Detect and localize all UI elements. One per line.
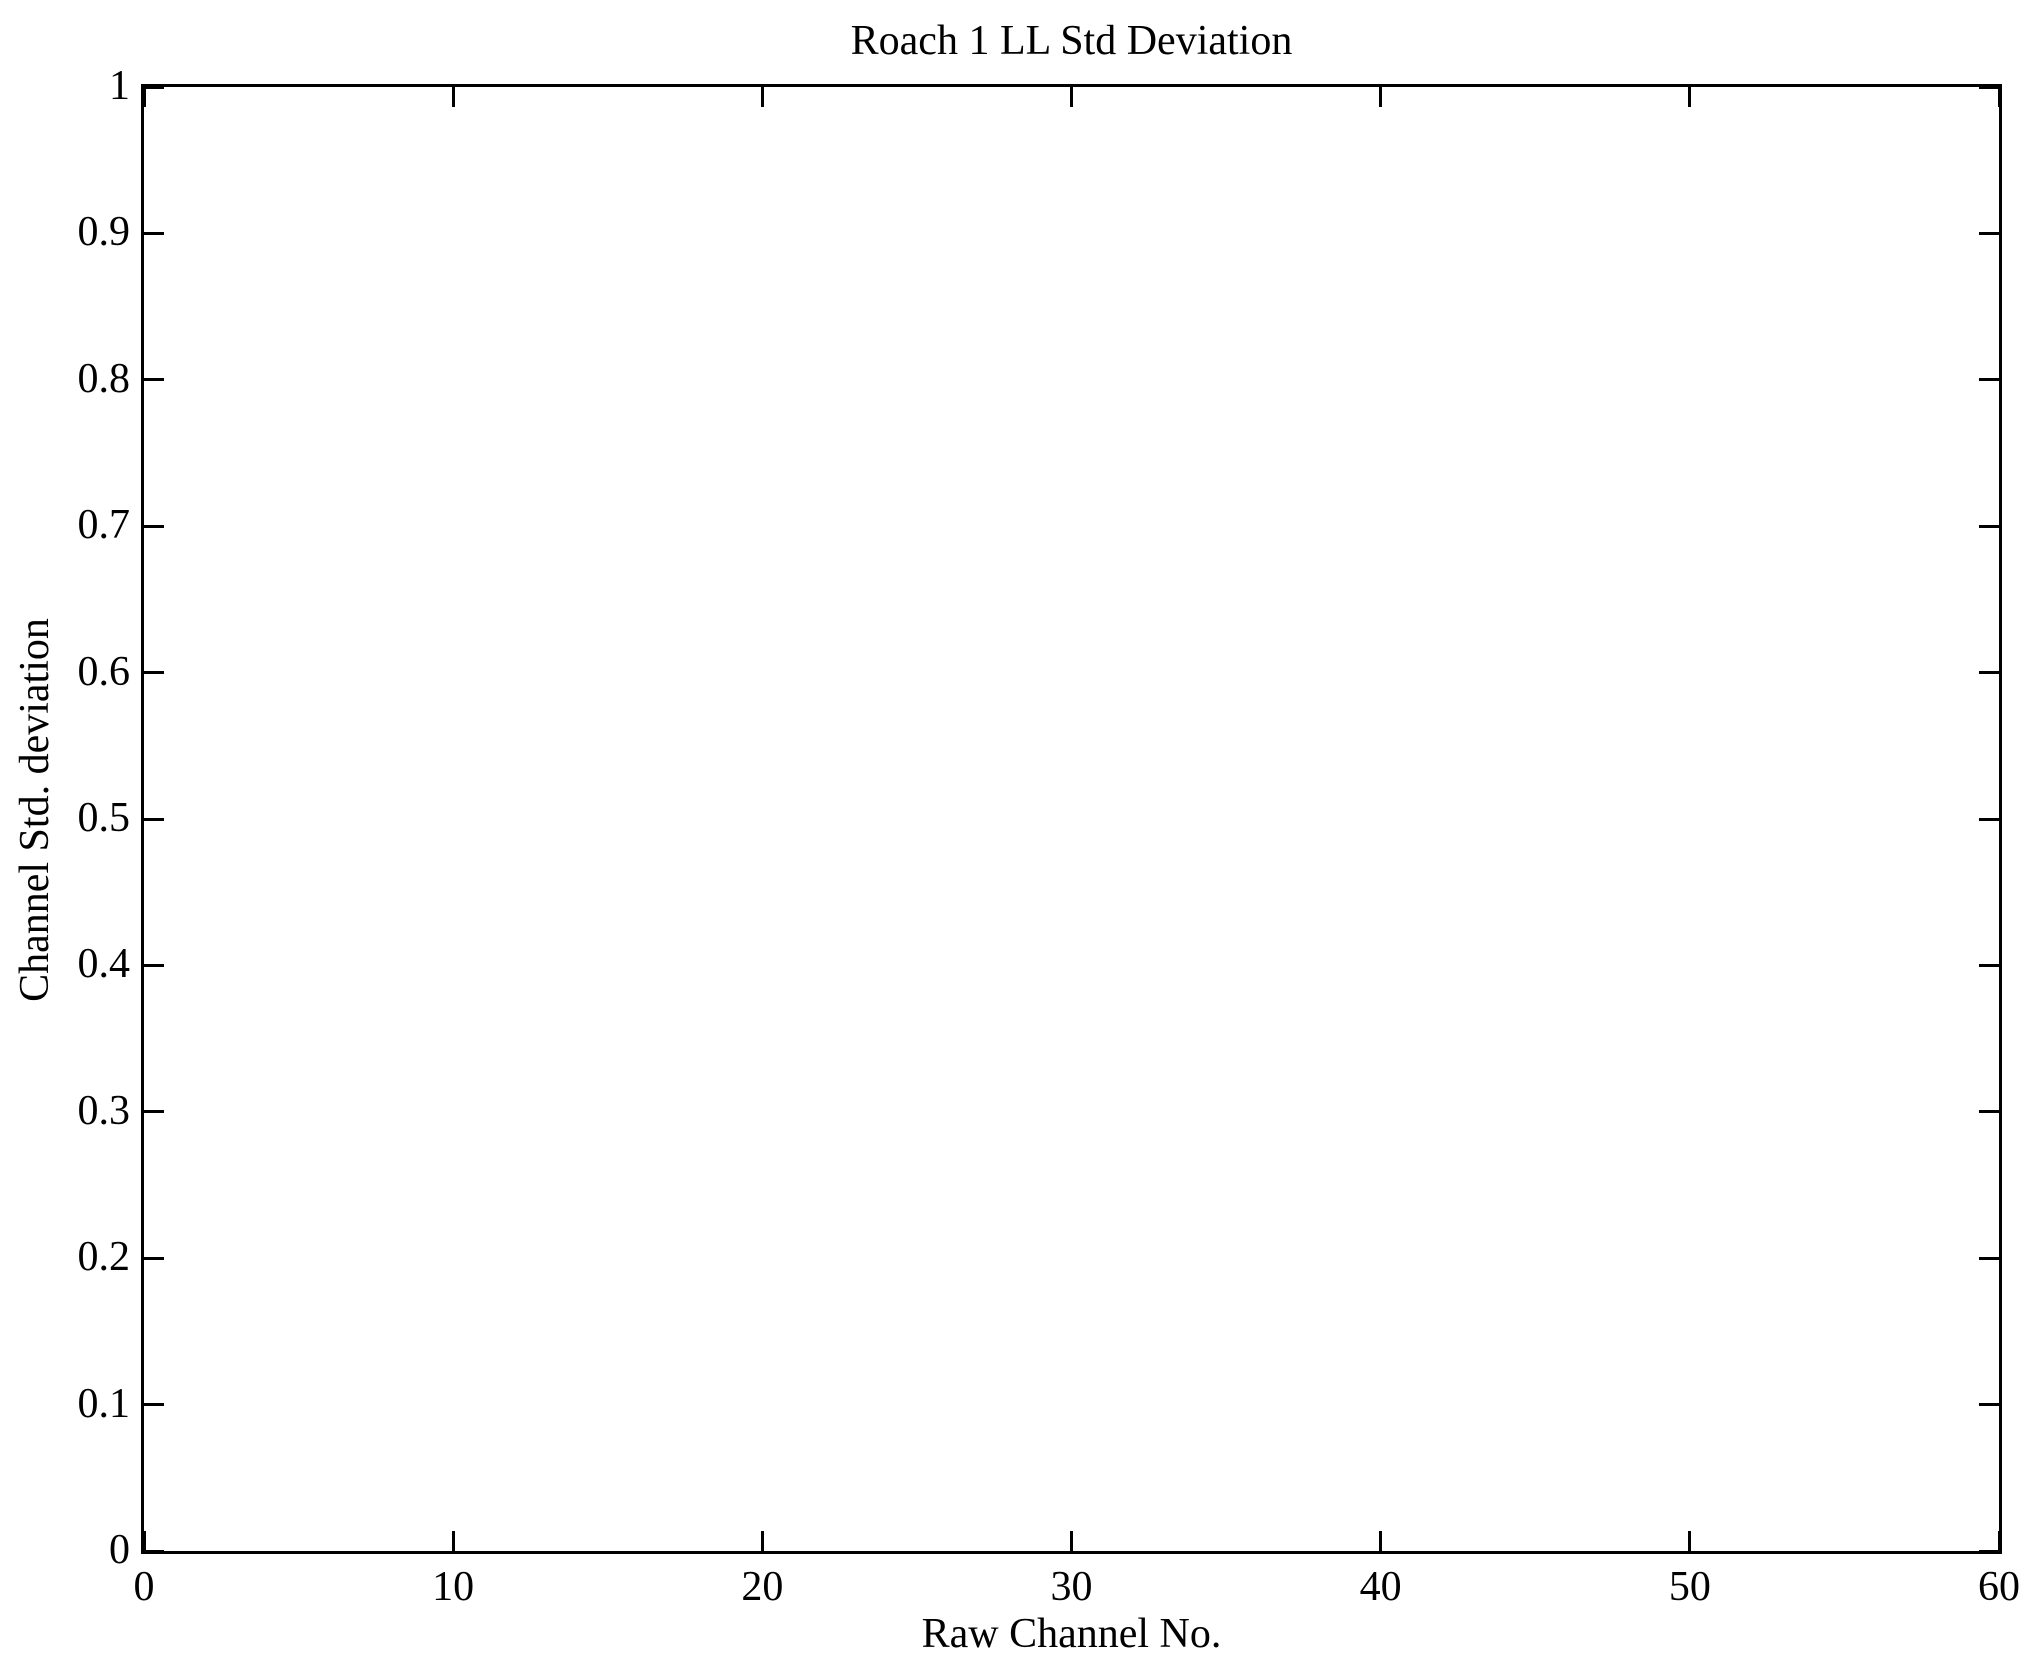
- x-tick-mark-top: [760, 87, 764, 107]
- y-tick-label: 1: [109, 63, 130, 109]
- y-tick-label: 0.6: [77, 648, 131, 695]
- y-tick-mark: [144, 85, 164, 89]
- y-tick-mark-right: [1979, 378, 1999, 382]
- x-tick-mark: [451, 1531, 455, 1551]
- x-tick-mark-top: [1379, 87, 1383, 107]
- y-tick-mark-right: [1979, 85, 1999, 89]
- x-tick-label: 20: [741, 1564, 784, 1610]
- y-tick-label: 0.2: [77, 1234, 131, 1281]
- y-tick-label: 0.8: [77, 355, 131, 402]
- y-tick-mark: [144, 963, 164, 967]
- y-tick-mark-right: [1979, 524, 1999, 528]
- y-tick-mark-right: [1979, 1256, 1999, 1260]
- y-tick-mark: [144, 1403, 164, 1407]
- x-tick-mark: [1997, 1531, 2001, 1551]
- y-tick-mark-right: [1979, 231, 1999, 235]
- x-tick-label: 30: [1050, 1564, 1093, 1610]
- y-tick-mark-right: [1979, 1549, 1999, 1553]
- x-tick-mark-top: [1688, 87, 1692, 107]
- y-tick-label: 0.9: [77, 209, 131, 256]
- y-tick-label: 0.5: [77, 795, 131, 841]
- y-tick-mark-right: [1979, 671, 1999, 675]
- y-tick-label: 0.3: [77, 1087, 131, 1134]
- y-tick-mark: [144, 1110, 164, 1114]
- x-tick-label: 60: [1978, 1564, 2020, 1610]
- y-tick-mark: [144, 817, 164, 821]
- x-tick-mark: [1379, 1531, 1383, 1551]
- x-tick-label: 50: [1668, 1564, 1711, 1610]
- y-tick-mark-right: [1979, 817, 1999, 821]
- y-tick-mark-right: [1979, 1110, 1999, 1114]
- y-tick-label: 0: [109, 1527, 130, 1573]
- y-tick-label: 0.7: [77, 502, 131, 549]
- y-tick-mark: [144, 524, 164, 528]
- y-axis-label: Channel Std. deviation: [12, 618, 58, 1002]
- x-tick-label: 40: [1359, 1564, 1402, 1610]
- x-tick-mark-top: [142, 87, 146, 107]
- x-tick-mark: [760, 1531, 764, 1551]
- y-tick-label: 0.4: [77, 941, 131, 988]
- x-tick-label: 0: [133, 1564, 155, 1610]
- y-tick-mark: [144, 378, 164, 382]
- x-tick-mark-top: [1997, 87, 2001, 107]
- y-tick-mark: [144, 1549, 164, 1553]
- x-tick-mark-top: [451, 87, 455, 107]
- x-tick-label: 10: [432, 1564, 475, 1610]
- y-tick-mark: [144, 231, 164, 235]
- x-tick-mark: [1688, 1531, 1692, 1551]
- y-tick-label: 0.1: [77, 1380, 131, 1427]
- x-axis-label: Raw Channel No.: [921, 1611, 1222, 1657]
- y-tick-mark-right: [1979, 963, 1999, 967]
- y-tick-mark: [144, 1256, 164, 1260]
- plot-area: [141, 84, 2002, 1554]
- x-tick-mark-top: [1070, 87, 1073, 107]
- y-tick-mark-right: [1979, 1403, 1999, 1407]
- chart-title: Roach 1 LL Std Deviation: [850, 18, 1293, 64]
- x-tick-mark: [142, 1531, 146, 1551]
- x-tick-mark: [1070, 1531, 1073, 1551]
- y-tick-mark: [144, 671, 164, 675]
